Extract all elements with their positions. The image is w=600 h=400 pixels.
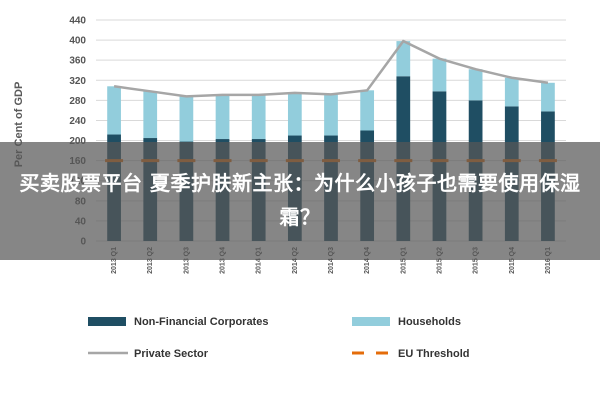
- x-tick-label: 2015 Q4: [509, 247, 516, 274]
- legend-label: Households: [398, 316, 461, 328]
- legend-label: Private Sector: [134, 348, 209, 360]
- x-tick-label: 2015 Q2: [436, 247, 443, 274]
- y-tick-label: 280: [69, 96, 86, 107]
- x-tick-label: 2014 Q2: [292, 247, 299, 274]
- caption-text: 买卖股票平台 夏季护肤新主张：为什么小孩子也需要使用保湿霜？: [19, 171, 581, 229]
- bar-households: [251, 94, 266, 140]
- x-tick-label: 2015 Q1: [400, 247, 407, 274]
- bar-households: [215, 94, 230, 140]
- bar-households: [143, 91, 158, 139]
- x-tick-label: 2015 Q3: [473, 247, 480, 274]
- x-tick-label: 2013 Q3: [183, 247, 190, 274]
- y-tick-label: 320: [69, 76, 86, 87]
- bar-households: [360, 90, 375, 131]
- bar-households: [107, 86, 121, 135]
- bar-households: [287, 92, 302, 136]
- legend-swatch: [352, 317, 390, 326]
- x-tick-label: 2014 Q4: [364, 247, 371, 274]
- x-tick-label: 2014 Q1: [256, 247, 263, 274]
- bar-households: [541, 82, 555, 112]
- y-tick-label: 400: [69, 36, 86, 47]
- x-tick-label: 2016 Q1: [545, 247, 552, 274]
- line-private-sector: [113, 39, 549, 98]
- bar-households: [432, 58, 447, 92]
- bar-households: [468, 69, 483, 101]
- caption-banner: 买卖股票平台 夏季护肤新主张：为什么小孩子也需要使用保湿霜？: [0, 142, 600, 260]
- bar-households: [324, 94, 338, 136]
- legend-label: Non-Financial Corporates: [134, 316, 268, 328]
- x-tick-label: 2014 Q3: [328, 247, 335, 274]
- y-tick-label: 440: [69, 16, 86, 27]
- x-tick-label: 2013 Q2: [147, 247, 154, 274]
- legend-swatch: [88, 317, 126, 326]
- y-tick-label: 200: [69, 136, 86, 147]
- x-tick-label: 2013 Q4: [220, 247, 227, 274]
- bar-households: [504, 77, 519, 107]
- bar-households: [396, 41, 411, 77]
- bar-households: [179, 96, 194, 142]
- x-tick-label: 2013 Q1: [111, 247, 118, 274]
- y-tick-label: 360: [69, 56, 86, 67]
- y-tick-label: 240: [69, 116, 86, 127]
- legend-label: EU Threshold: [398, 348, 470, 360]
